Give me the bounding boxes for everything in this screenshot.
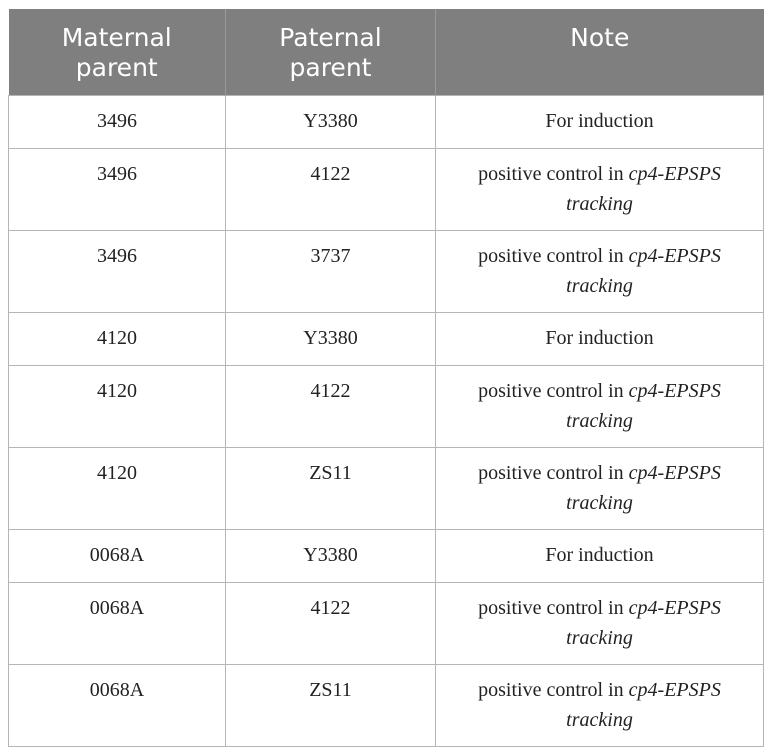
paternal-cell: Y3380 bbox=[225, 94, 436, 149]
maternal-cell: 0068A bbox=[8, 663, 226, 747]
note-cell: For induction bbox=[435, 528, 764, 583]
table-row: 4120 Y3380 For induction bbox=[8, 311, 764, 366]
paternal-cell: 4122 bbox=[225, 581, 436, 665]
note-cell: For induction bbox=[435, 311, 764, 366]
header-row: Maternal parent Paternal parent Note bbox=[8, 9, 764, 95]
paternal-cell: Y3380 bbox=[225, 311, 436, 366]
note-text-post: tracking bbox=[566, 192, 633, 215]
note-text-pre: positive control in bbox=[478, 162, 629, 185]
crossing-table: Maternal parent Paternal parent Note 349… bbox=[8, 9, 764, 747]
note-gene-name: cp4-EPSPS bbox=[628, 461, 721, 484]
note-text-post: tracking bbox=[566, 409, 633, 432]
note-text: For induction bbox=[545, 326, 654, 349]
note-gene-name: cp4-EPSPS bbox=[628, 162, 721, 185]
note-text-pre: positive control in bbox=[478, 244, 629, 267]
maternal-cell: 4120 bbox=[8, 311, 226, 366]
maternal-cell: 0068A bbox=[8, 581, 226, 665]
note-gene-name: cp4-EPSPS bbox=[628, 244, 721, 267]
table-row: 4120 ZS11 positive control in cp4-EPSPS … bbox=[8, 446, 764, 530]
crossing-table-container: Maternal parent Paternal parent Note 349… bbox=[8, 9, 764, 747]
note-text-pre: positive control in bbox=[478, 461, 629, 484]
table-body: 3496 Y3380 For induction 3496 4122 posit… bbox=[8, 94, 764, 747]
paternal-cell: 4122 bbox=[225, 364, 436, 448]
note-text-post: tracking bbox=[566, 626, 633, 649]
note-gene-name: cp4-EPSPS bbox=[628, 678, 721, 701]
paternal-cell: ZS11 bbox=[225, 663, 436, 747]
note-cell: positive control in cp4-EPSPS tracking bbox=[435, 663, 764, 747]
note-text-post: tracking bbox=[566, 708, 633, 731]
note-cell: positive control in cp4-EPSPS tracking bbox=[435, 229, 764, 313]
table-row: 3496 Y3380 For induction bbox=[8, 94, 764, 149]
paternal-cell: Y3380 bbox=[225, 528, 436, 583]
note-gene-name: cp4-EPSPS bbox=[628, 379, 721, 402]
paternal-cell: 4122 bbox=[225, 147, 436, 231]
paternal-cell: 3737 bbox=[225, 229, 436, 313]
header-maternal-parent: Maternal parent bbox=[8, 9, 226, 95]
maternal-cell: 3496 bbox=[8, 229, 226, 313]
table-row: 0068A ZS11 positive control in cp4-EPSPS… bbox=[8, 663, 764, 747]
maternal-cell: 4120 bbox=[8, 364, 226, 448]
note-cell: positive control in cp4-EPSPS tracking bbox=[435, 581, 764, 665]
note-text-pre: positive control in bbox=[478, 596, 629, 619]
note-cell: positive control in cp4-EPSPS tracking bbox=[435, 364, 764, 448]
maternal-cell: 3496 bbox=[8, 94, 226, 149]
table-header: Maternal parent Paternal parent Note bbox=[8, 9, 764, 95]
note-text: For induction bbox=[545, 109, 654, 132]
table-row: 4120 4122 positive control in cp4-EPSPS … bbox=[8, 364, 764, 448]
header-note: Note bbox=[435, 9, 764, 95]
note-text-pre: positive control in bbox=[478, 678, 629, 701]
note-gene-name: cp4-EPSPS bbox=[628, 596, 721, 619]
maternal-cell: 3496 bbox=[8, 147, 226, 231]
note-text-post: tracking bbox=[566, 274, 633, 297]
note-text-pre: positive control in bbox=[478, 379, 629, 402]
table-row: 0068A 4122 positive control in cp4-EPSPS… bbox=[8, 581, 764, 665]
table-row: 3496 4122 positive control in cp4-EPSPS … bbox=[8, 147, 764, 231]
note-text: For induction bbox=[545, 543, 654, 566]
note-text-post: tracking bbox=[566, 491, 633, 514]
note-cell: positive control in cp4-EPSPS tracking bbox=[435, 147, 764, 231]
header-paternal-parent: Paternal parent bbox=[225, 9, 436, 95]
maternal-cell: 4120 bbox=[8, 446, 226, 530]
maternal-cell: 0068A bbox=[8, 528, 226, 583]
table-row: 0068A Y3380 For induction bbox=[8, 528, 764, 583]
note-cell: positive control in cp4-EPSPS tracking bbox=[435, 446, 764, 530]
table-row: 3496 3737 positive control in cp4-EPSPS … bbox=[8, 229, 764, 313]
paternal-cell: ZS11 bbox=[225, 446, 436, 530]
note-cell: For induction bbox=[435, 94, 764, 149]
